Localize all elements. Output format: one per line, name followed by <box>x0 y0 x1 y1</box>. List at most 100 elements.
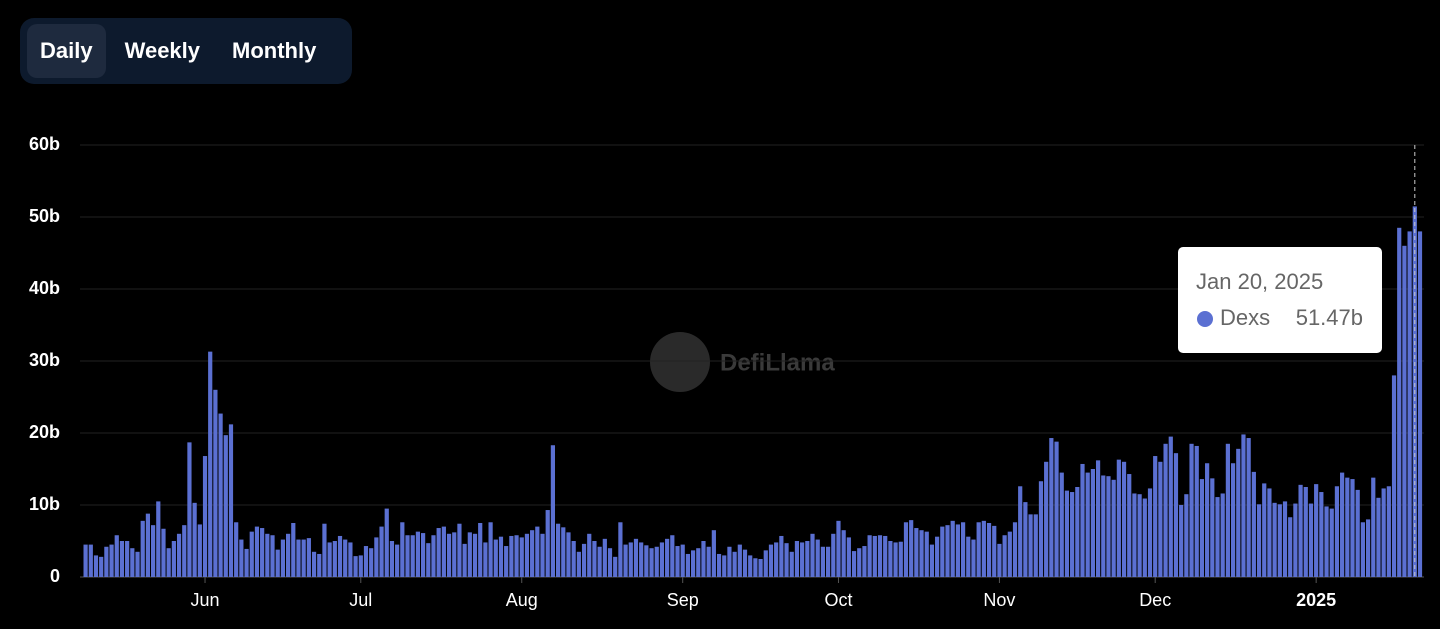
bar <box>265 533 270 577</box>
bar <box>1355 489 1360 577</box>
bar <box>1189 443 1194 577</box>
bar <box>125 541 130 577</box>
bar <box>1324 506 1329 577</box>
bar <box>960 522 966 577</box>
bar <box>716 553 722 577</box>
bar <box>654 546 659 577</box>
interval-button[interactable]: Monthly <box>232 38 317 63</box>
bar <box>88 544 93 577</box>
bar <box>182 525 187 577</box>
bar <box>955 524 960 577</box>
bar <box>150 525 156 577</box>
watermark-logo <box>650 332 710 392</box>
tooltip-value: 51.47b <box>1296 305 1363 330</box>
bar <box>384 508 389 577</box>
bar <box>753 558 758 577</box>
bar <box>514 535 519 577</box>
bar <box>130 548 135 577</box>
bar <box>670 535 675 577</box>
bar <box>301 539 306 577</box>
bar <box>1376 497 1381 577</box>
bar <box>836 520 841 577</box>
bar <box>483 542 488 577</box>
bar <box>581 543 587 577</box>
bar <box>114 535 119 577</box>
bar <box>337 535 343 577</box>
bar <box>420 533 426 577</box>
bar <box>701 541 706 577</box>
bar <box>1241 434 1246 577</box>
bar <box>810 533 815 577</box>
bar <box>1179 505 1184 577</box>
bar <box>602 538 607 577</box>
bar <box>488 522 493 577</box>
bar <box>877 535 883 577</box>
bar <box>467 532 472 577</box>
bar <box>971 539 976 577</box>
bar <box>976 522 981 577</box>
bar <box>898 541 903 577</box>
bar <box>566 532 571 577</box>
bar <box>919 530 924 577</box>
bar <box>727 546 732 577</box>
bar <box>249 531 254 577</box>
bar <box>109 544 114 577</box>
bar <box>176 533 182 577</box>
bar <box>332 541 337 577</box>
bar <box>571 541 576 577</box>
bar <box>1194 445 1199 577</box>
x-tick-label: Nov <box>983 590 1015 610</box>
bar <box>1002 535 1007 577</box>
tooltip-series: Dexs <box>1220 305 1270 330</box>
bar <box>166 548 171 577</box>
bar <box>665 538 670 577</box>
bar <box>1049 438 1054 577</box>
bar <box>285 533 291 577</box>
bar <box>395 544 400 577</box>
bar <box>576 551 581 577</box>
bar <box>1121 461 1127 577</box>
bar <box>1334 486 1340 577</box>
bar <box>140 520 145 577</box>
bar <box>1044 461 1049 577</box>
bar <box>1070 492 1075 577</box>
bar <box>774 542 779 577</box>
bar <box>794 541 800 577</box>
interval-button[interactable]: Weekly <box>124 38 201 63</box>
bar <box>1064 490 1070 577</box>
bar <box>535 526 540 577</box>
bar <box>763 550 768 577</box>
bar <box>613 556 618 577</box>
bar <box>851 551 857 577</box>
bar <box>1199 479 1205 577</box>
bar <box>649 548 654 577</box>
bar <box>981 520 986 577</box>
y-tick-label: 20b <box>29 422 60 442</box>
bar <box>472 533 478 577</box>
bar <box>208 351 213 577</box>
bar <box>732 551 737 577</box>
y-tick-label: 60b <box>29 134 60 154</box>
bar <box>966 536 971 577</box>
bar <box>914 528 919 577</box>
bar <box>1028 514 1033 577</box>
bar <box>1163 443 1168 577</box>
bar <box>327 542 332 577</box>
bar <box>213 389 218 577</box>
interval-toggle: Daily Weekly Monthly <box>20 18 352 84</box>
bar <box>758 559 763 577</box>
y-tick-label: 0 <box>50 566 60 586</box>
bar <box>722 555 727 577</box>
bar <box>509 535 514 577</box>
bar <box>1319 492 1324 577</box>
y-tick-label: 30b <box>29 350 60 370</box>
interval-button[interactable]: Daily <box>27 24 106 78</box>
bar <box>1158 461 1163 577</box>
bar <box>202 456 208 577</box>
bar <box>633 538 639 577</box>
bar <box>1111 479 1116 577</box>
x-tick-label: Aug <box>506 590 538 610</box>
y-tick-label: 40b <box>29 278 60 298</box>
bar <box>343 539 348 577</box>
